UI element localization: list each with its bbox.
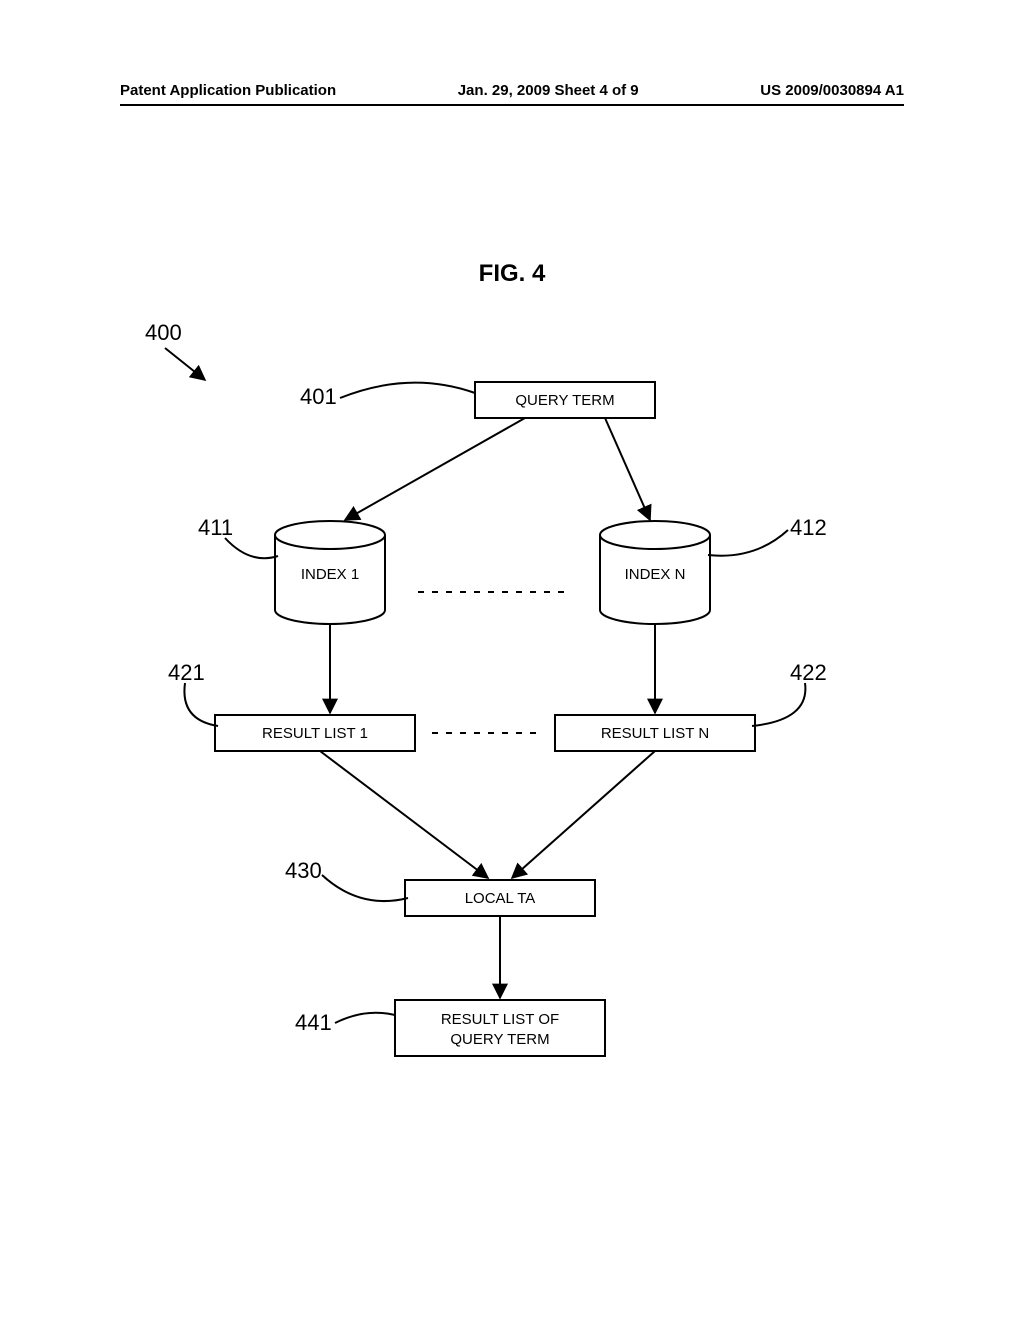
final-label-line2: QUERY TERM <box>450 1031 549 1048</box>
indexn-cylinder: INDEX N <box>600 521 710 624</box>
arrow-result1-to-localta <box>320 751 488 878</box>
ref-412-leader <box>708 530 788 556</box>
diagram-svg: 400 QUERY TERM 401 INDEX 1 411 INDEX N <box>0 0 1024 1320</box>
ref-401-leader <box>340 383 475 398</box>
ref-441-leader <box>335 1013 395 1023</box>
index1-cylinder: INDEX 1 <box>275 521 385 624</box>
result1-label: RESULT LIST 1 <box>262 725 368 742</box>
ref-400: 400 <box>145 320 182 345</box>
arrow-resultn-to-localta <box>512 751 655 878</box>
resultn-label: RESULT LIST N <box>601 725 709 742</box>
ref-422: 422 <box>790 660 827 685</box>
ref-421: 421 <box>168 660 205 685</box>
ref-441: 441 <box>295 1010 332 1035</box>
ref-430-leader <box>322 875 408 901</box>
ref-400-arrow <box>165 348 205 380</box>
indexn-label: INDEX N <box>625 566 686 583</box>
localta-label: LOCAL TA <box>465 890 536 907</box>
query-term-label: QUERY TERM <box>515 392 614 409</box>
ref-411-leader <box>225 538 278 558</box>
ref-421-leader <box>184 683 218 726</box>
ref-411: 411 <box>198 515 233 540</box>
arrow-query-to-index1 <box>345 418 525 520</box>
page: Patent Application Publication Jan. 29, … <box>0 0 1024 1320</box>
final-label-line1: RESULT LIST OF <box>441 1011 559 1028</box>
ref-422-leader <box>752 683 805 726</box>
index1-label: INDEX 1 <box>301 566 359 583</box>
ref-401: 401 <box>300 384 337 409</box>
arrow-query-to-indexn <box>605 418 650 520</box>
ref-412: 412 <box>790 515 827 540</box>
ref-430: 430 <box>285 858 322 883</box>
